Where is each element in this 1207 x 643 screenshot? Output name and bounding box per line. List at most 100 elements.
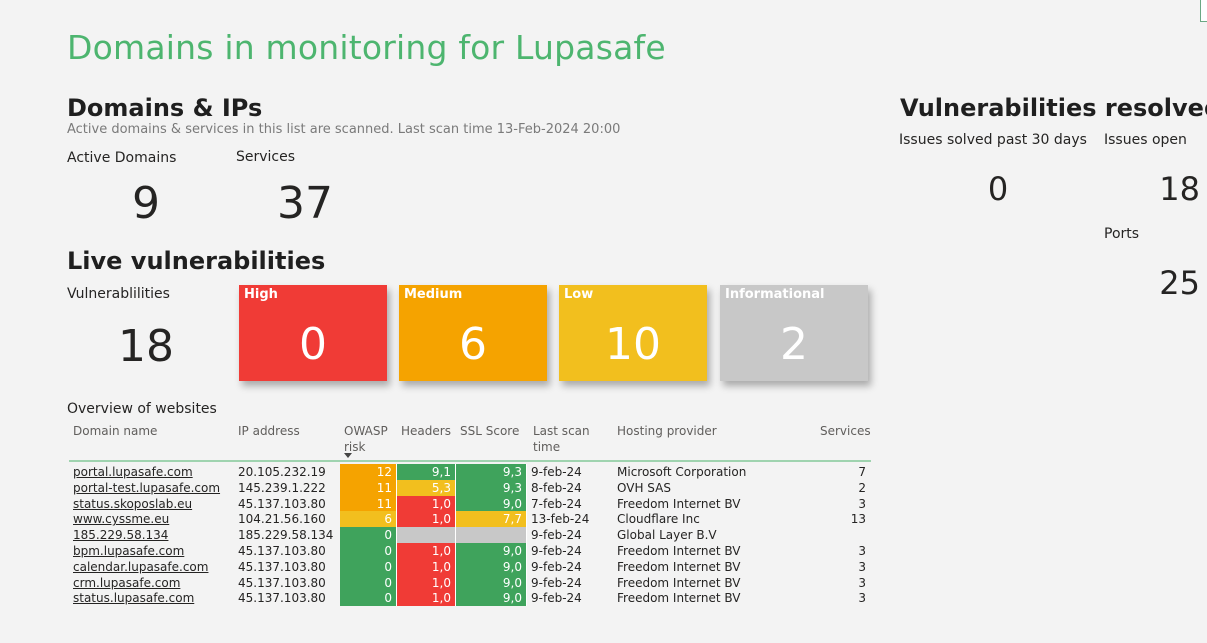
column-header-owasp[interactable]: OWASP risk (344, 423, 388, 455)
table-row[interactable]: portal-test.lupasafe.com 145.239.1.222 11 5… (69, 479, 871, 496)
cell-hosting-provider: Microsoft Corporation (617, 465, 747, 479)
issues-solved-label: Issues solved past 30 days (899, 132, 1087, 148)
vulnerabilities-value: 18 (118, 321, 174, 372)
column-header-last-scan[interactable]: Last scan time (533, 423, 590, 455)
high-card-label: High (244, 287, 278, 302)
cell-headers-score: 1,0 (397, 558, 456, 575)
cell-headers-score: 9,1 (397, 464, 456, 480)
cell-domain[interactable]: calendar.lupasafe.com (73, 559, 209, 574)
cell-owasp-risk: 0 (340, 543, 397, 559)
cell-owasp-risk: 12 (340, 464, 397, 480)
cell-headers-score: 1,0 (397, 495, 456, 512)
column-header-last-scan-line2: time (533, 440, 561, 454)
cell-headers-score: 1,0 (397, 574, 456, 591)
column-header-hosting[interactable]: Hosting provider (617, 424, 717, 438)
cell-domain[interactable]: www.cyssme.eu (73, 512, 170, 527)
cell-last-scan: 13-feb-24 (531, 512, 590, 527)
cell-domain[interactable]: status.lupasafe.com (73, 591, 195, 606)
cell-ip: 20.105.232.19 (238, 465, 326, 479)
cell-domain[interactable]: bpm.lupasafe.com (73, 544, 185, 558)
websites-table-title: Overview of websites (67, 401, 217, 417)
cell-headers-score: 1,0 (397, 590, 456, 607)
high-card-value: 0 (299, 319, 327, 370)
cell-services: 3 (858, 496, 866, 511)
cell-last-scan: 9-feb-24 (531, 528, 582, 543)
low-card-label: Low (564, 287, 594, 302)
cell-ip: 45.137.103.80 (238, 496, 326, 511)
cell-ssl-score (456, 527, 527, 544)
active-domains-value: 9 (132, 178, 160, 229)
issues-open-label: Issues open (1104, 132, 1187, 148)
cell-domain[interactable]: portal.lupasafe.com (73, 465, 193, 479)
column-header-ssl[interactable]: SSL Score (460, 424, 520, 438)
medium-severity-card[interactable]: Medium 6 (399, 285, 547, 381)
cell-last-scan: 9-feb-24 (531, 544, 582, 558)
services-label: Services (236, 149, 296, 165)
table-row[interactable]: www.cyssme.eu 104.21.56.160 6 1,0 7,7 13-feb-… (69, 511, 871, 528)
cell-ip: 104.21.56.160 (238, 512, 326, 527)
column-header-domain[interactable]: Domain name (73, 424, 158, 438)
cell-hosting-provider: Freedom Internet BV (617, 496, 741, 511)
cell-ssl-score: 9,0 (456, 558, 527, 575)
cell-hosting-provider: Global Layer B.V (617, 528, 717, 543)
cell-last-scan: 9-feb-24 (531, 575, 582, 590)
cell-services: 7 (858, 465, 866, 479)
table-row[interactable]: portal.lupasafe.com 20.105.232.19 12 9,1 9,3… (69, 464, 871, 480)
cell-ip: 145.239.1.222 (238, 480, 326, 495)
cell-owasp-risk: 0 (340, 574, 397, 591)
cell-ip: 45.137.103.80 (238, 575, 326, 590)
cell-ssl-score: 9,0 (456, 495, 527, 512)
cell-ip: 45.137.103.80 (238, 544, 326, 558)
cell-ip: 45.137.103.80 (238, 591, 326, 606)
table-header-divider (69, 460, 871, 462)
cell-last-scan: 9-feb-24 (531, 591, 582, 606)
table-row[interactable]: status.lupasafe.com 45.137.103.80 0 1,0 9,0 9… (69, 590, 871, 607)
cell-hosting-provider: OVH SAS (617, 480, 671, 495)
column-header-owasp-line1: OWASP (344, 424, 388, 438)
cell-last-scan: 7-feb-24 (531, 496, 582, 511)
cell-hosting-provider: Freedom Internet BV (617, 544, 741, 558)
table-row[interactable]: 185.229.58.134 185.229.58.134 0 9-feb-24 Glo… (69, 527, 871, 544)
column-header-headers[interactable]: Headers (401, 424, 451, 438)
active-domains-label: Active Domains (67, 150, 177, 166)
cell-ssl-score: 9,0 (456, 590, 527, 607)
cell-domain[interactable]: crm.lupasafe.com (73, 575, 181, 590)
medium-card-label: Medium (404, 287, 463, 302)
high-severity-card[interactable]: High 0 (239, 285, 387, 381)
table-row[interactable]: calendar.lupasafe.com 45.137.103.80 0 1,0 9,… (69, 558, 871, 575)
live-vulnerabilities-heading: Live vulnerabilities (67, 247, 326, 275)
cell-headers-score: 1,0 (397, 511, 456, 528)
column-header-services[interactable]: Services (820, 424, 871, 438)
issues-open-value: 18 (1159, 170, 1200, 208)
cell-domain[interactable]: status.skoposlab.eu (73, 496, 193, 511)
vulnerabilities-label: Vulnerablilities (67, 286, 170, 302)
cell-hosting-provider: Freedom Internet BV (617, 559, 741, 574)
cell-services: 2 (858, 480, 866, 495)
table-row[interactable]: status.skoposlab.eu 45.137.103.80 11 1,0 9,0… (69, 495, 871, 512)
cell-headers-score: 5,3 (397, 479, 456, 496)
cell-headers-score (397, 527, 456, 544)
cell-hosting-provider: Freedom Internet BV (617, 591, 741, 606)
informational-severity-card[interactable]: Informational 2 (720, 285, 868, 381)
cell-owasp-risk: 0 (340, 590, 397, 607)
vulnerabilities-resolved-heading: Vulnerabilities resolved (900, 94, 1207, 122)
cell-ssl-score: 9,3 (456, 479, 527, 496)
column-header-ip[interactable]: IP address (238, 424, 300, 438)
low-severity-card[interactable]: Low 10 (559, 285, 707, 381)
cell-domain[interactable]: 185.229.58.134 (73, 528, 169, 543)
cell-hosting-provider: Cloudflare Inc (617, 512, 700, 527)
cell-ip: 45.137.103.80 (238, 559, 326, 574)
cell-services: 3 (858, 575, 866, 590)
table-row[interactable]: bpm.lupasafe.com 45.137.103.80 0 1,0 9,0 9-fe… (69, 543, 871, 559)
cell-domain[interactable]: portal-test.lupasafe.com (73, 480, 221, 495)
cell-headers-score: 1,0 (397, 543, 456, 559)
table-row[interactable]: crm.lupasafe.com 45.137.103.80 0 1,0 9,0 9-fe… (69, 574, 871, 591)
cell-last-scan: 9-feb-24 (531, 465, 582, 479)
cell-last-scan: 8-feb-24 (531, 480, 582, 495)
cell-ssl-score: 7,7 (456, 511, 527, 528)
informational-card-label: Informational (725, 287, 825, 302)
ports-value: 25 (1159, 264, 1200, 302)
cell-ssl-score: 9,0 (456, 543, 527, 559)
sort-descending-icon[interactable] (344, 453, 352, 458)
domains-ips-subtitle: Active domains & services in this list a… (67, 122, 621, 137)
